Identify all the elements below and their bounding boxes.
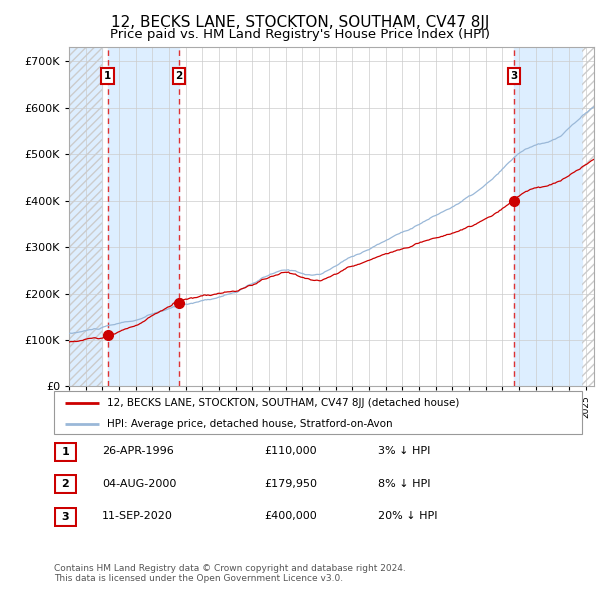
- Text: Price paid vs. HM Land Registry's House Price Index (HPI): Price paid vs. HM Land Registry's House …: [110, 28, 490, 41]
- Text: 2: 2: [62, 480, 69, 489]
- Bar: [69, 47, 103, 386]
- Text: £110,000: £110,000: [264, 447, 317, 456]
- Text: Contains HM Land Registry data © Crown copyright and database right 2024.
This d: Contains HM Land Registry data © Crown c…: [54, 563, 406, 583]
- Text: 1: 1: [62, 447, 69, 457]
- Text: HPI: Average price, detached house, Stratford-on-Avon: HPI: Average price, detached house, Stra…: [107, 419, 392, 430]
- Text: 04-AUG-2000: 04-AUG-2000: [102, 479, 176, 489]
- Text: 12, BECKS LANE, STOCKTON, SOUTHAM, CV47 8JJ: 12, BECKS LANE, STOCKTON, SOUTHAM, CV47 …: [111, 15, 489, 30]
- FancyBboxPatch shape: [55, 476, 76, 493]
- Text: 3: 3: [62, 512, 69, 522]
- Text: 1: 1: [104, 71, 111, 81]
- Bar: [69, 47, 103, 386]
- Bar: [69, 47, 103, 386]
- Text: 26-APR-1996: 26-APR-1996: [102, 447, 174, 456]
- Text: 3: 3: [511, 71, 518, 81]
- Text: 11-SEP-2020: 11-SEP-2020: [102, 512, 173, 521]
- Text: 3% ↓ HPI: 3% ↓ HPI: [378, 447, 430, 456]
- FancyBboxPatch shape: [55, 443, 76, 461]
- Text: £179,950: £179,950: [264, 479, 317, 489]
- Bar: [107, 47, 179, 386]
- FancyBboxPatch shape: [54, 391, 582, 434]
- Bar: [583, 47, 594, 386]
- Bar: [514, 47, 583, 386]
- Text: 20% ↓ HPI: 20% ↓ HPI: [378, 512, 437, 521]
- Text: 2: 2: [175, 71, 182, 81]
- Text: 8% ↓ HPI: 8% ↓ HPI: [378, 479, 431, 489]
- Bar: [583, 47, 594, 386]
- Text: 12, BECKS LANE, STOCKTON, SOUTHAM, CV47 8JJ (detached house): 12, BECKS LANE, STOCKTON, SOUTHAM, CV47 …: [107, 398, 459, 408]
- Text: £400,000: £400,000: [264, 512, 317, 521]
- FancyBboxPatch shape: [55, 508, 76, 526]
